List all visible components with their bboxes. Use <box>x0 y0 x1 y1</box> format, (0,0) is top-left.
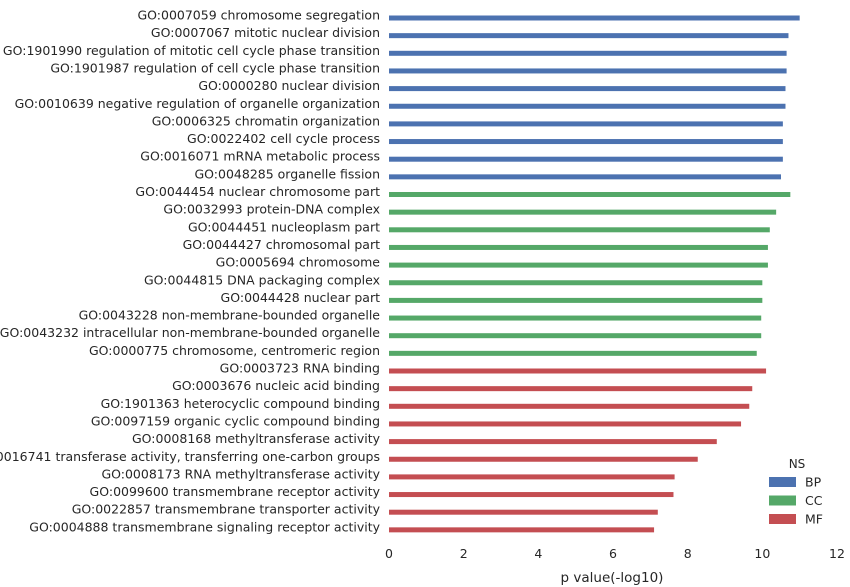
y-tick-label: GO:0044451 nucleoplasm part <box>188 219 380 234</box>
y-tick-label: GO:0007059 chromosome segregation <box>137 8 380 23</box>
y-tick-label: GO:0044454 nuclear chromosome part <box>135 184 380 199</box>
y-tick-label: GO:0007067 mitotic nuclear division <box>151 25 380 40</box>
x-tick-label: 12 <box>829 546 845 561</box>
bar <box>389 174 781 180</box>
bar <box>389 86 786 92</box>
y-tick-label: GO:0032993 protein-DNA complex <box>163 202 380 217</box>
y-tick-label: GO:0022857 transmembrane transporter act… <box>72 502 381 517</box>
y-tick-label: GO:0099600 transmembrane receptor activi… <box>90 484 381 499</box>
y-tick-label: GO:0004888 transmembrane signaling recep… <box>29 519 380 534</box>
y-tick-label: GO:0044815 DNA packaging complex <box>144 272 380 287</box>
bar <box>389 262 768 268</box>
y-tick-label: GO:0044427 chromosomal part <box>183 237 380 252</box>
y-tick-label: GO:0000280 nuclear division <box>198 78 380 93</box>
bar <box>389 386 753 392</box>
y-tick-label: GO:0048285 organelle fission <box>195 166 381 181</box>
y-tick-label: GO:0003723 RNA binding <box>220 361 380 376</box>
bar <box>389 492 674 498</box>
bar <box>389 68 787 74</box>
bar <box>389 209 777 215</box>
y-tick-label: GO:0016741 transferase activity, transfe… <box>0 449 380 464</box>
y-tick-labels: GO:0007059 chromosome segregation GO:0007… <box>0 8 381 535</box>
legend-title: NS <box>789 457 806 471</box>
y-tick-label: GO:0008168 methyltransferase activity <box>132 431 381 446</box>
bars-group <box>389 15 800 533</box>
bar <box>389 139 783 145</box>
y-tick-label: GO:0016071 mRNA metabolic process <box>140 149 380 164</box>
y-tick-label: GO:0097159 organic cyclic compound bindi… <box>91 413 380 428</box>
bar <box>389 121 783 127</box>
y-tick-label: GO:0022402 cell cycle process <box>187 131 380 146</box>
y-tick-label: GO:0044428 nuclear part <box>221 290 381 305</box>
bar <box>389 368 767 374</box>
y-tick-label: GO:0006325 chromatin organization <box>152 113 380 128</box>
bar <box>389 403 750 409</box>
y-tick-label: GO:0010639 negative regulation of organe… <box>15 96 380 111</box>
y-tick-label: GO:0000775 chromosome, centromeric regio… <box>89 343 380 358</box>
bar <box>389 333 762 339</box>
bar <box>389 244 768 250</box>
y-tick-label: GO:0043232 intracellular non-membrane-bo… <box>0 325 380 340</box>
bar <box>389 456 698 462</box>
y-tick-label: GO:1901363 heterocyclic compound binding <box>101 396 380 411</box>
x-tick-label: 6 <box>609 546 617 561</box>
bar <box>389 227 770 233</box>
x-tick-label: 2 <box>460 546 468 561</box>
bar <box>389 350 757 356</box>
bar <box>389 474 675 480</box>
x-tick-label: 10 <box>754 546 770 561</box>
bar <box>389 421 742 427</box>
bar <box>389 509 658 515</box>
bar <box>389 297 763 303</box>
x-tick-labels: 0 2 4 6 8 10 12 <box>385 546 845 561</box>
bar <box>389 15 800 21</box>
bar <box>389 280 763 286</box>
legend: NS BP CC MF <box>769 457 823 527</box>
y-tick-label: GO:0003676 nucleic acid binding <box>172 378 380 393</box>
bar <box>389 439 717 445</box>
bar <box>389 527 655 533</box>
x-tick-label: 8 <box>684 546 692 561</box>
y-tick-label: GO:1901990 regulation of mitotic cell cy… <box>3 43 380 58</box>
y-tick-label: GO:0005694 chromosome <box>216 255 381 270</box>
y-tick-label: GO:0008173 RNA methyltransferase activit… <box>101 466 380 481</box>
bar <box>389 103 786 109</box>
legend-swatch-mf <box>769 514 796 524</box>
legend-label-bp: BP <box>805 475 822 490</box>
y-tick-label: GO:0043228 non-membrane-bounded organell… <box>79 308 381 323</box>
bar <box>389 156 783 162</box>
legend-label-mf: MF <box>805 512 823 527</box>
bar <box>389 50 787 56</box>
bar <box>389 192 791 197</box>
legend-label-cc: CC <box>805 493 823 508</box>
legend-swatch-bp <box>769 477 796 487</box>
bar <box>389 33 789 39</box>
y-tick-label: GO:1901987 regulation of cell cycle phas… <box>50 60 380 75</box>
legend-swatch-cc <box>769 495 796 506</box>
x-tick-label: 0 <box>385 546 393 561</box>
x-axis-label: p value(-log10) <box>561 570 664 586</box>
x-tick-label: 4 <box>534 546 542 561</box>
bar <box>389 315 762 321</box>
